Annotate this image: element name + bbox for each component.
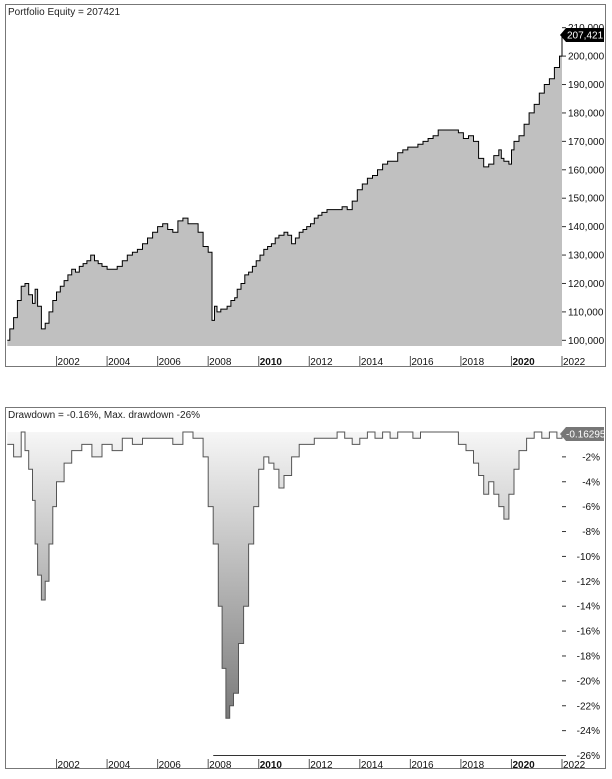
equity-chart-pane: Portfolio Equity = 207421 100,000 110,000…	[0, 0, 612, 372]
drawdown-title: Drawdown = -0.16%, Max. drawdown -26%	[8, 410, 200, 421]
equity-y-tick-label: 140,000	[568, 222, 605, 233]
drawdown-last-value-label: -0.16295	[566, 429, 606, 440]
drawdown-x-tick-label: 2004	[108, 760, 131, 771]
equity-y-tick-label: 170,000	[568, 137, 605, 148]
equity-x-tick-label: 2004	[108, 357, 131, 368]
equity-x-tick-label: 2010	[260, 357, 283, 368]
drawdown-y-tick-label: -24%	[577, 726, 600, 737]
drawdown-y-tick-label: -14%	[577, 602, 600, 613]
drawdown-plot-frame	[5, 407, 606, 769]
equity-y-tick-label: 130,000	[568, 251, 605, 262]
drawdown-y-tick-label: -26%	[577, 751, 600, 762]
drawdown-last-value-tag: -0.16295	[560, 426, 606, 441]
drawdown-x-tick-label: 2002	[58, 760, 81, 771]
equity-title: Portfolio Equity = 207421	[8, 7, 120, 18]
equity-last-value-tag: 207,421	[560, 28, 604, 43]
drawdown-chart: Drawdown = -0.16%, Max. drawdown -26% -2…	[5, 407, 606, 771]
drawdown-x-tick-label: 2008	[209, 760, 232, 771]
equity-y-tick-label: 110,000	[568, 307, 604, 318]
equity-line	[7, 35, 563, 341]
drawdown-y-axis: -2% -4% -6% -8% -10% -12% -14% -16% -18% -20% -22%…	[562, 452, 600, 762]
drawdown-x-tick-label: 2014	[361, 760, 384, 771]
equity-x-tick-label: 2002	[58, 357, 81, 368]
equity-x-tick-label: 2014	[361, 357, 384, 368]
equity-series-group	[7, 35, 563, 346]
drawdown-y-tick-label: -8%	[582, 527, 600, 538]
equity-last-value-label: 207,421	[567, 31, 604, 42]
drawdown-chart-pane: Drawdown = -0.16%, Max. drawdown -26% -2…	[0, 403, 612, 774]
drawdown-y-tick-label: -2%	[582, 452, 600, 463]
equity-x-tick-label: 2020	[512, 357, 535, 368]
equity-x-tick-label: 2022	[563, 357, 586, 368]
equity-y-tick-label: 160,000	[568, 165, 605, 176]
drawdown-x-tick-label: 2012	[310, 760, 333, 771]
drawdown-y-tick-label: -6%	[582, 502, 600, 513]
equity-y-axis: 100,000 110,000 120,000 130,000 140,000 150,0…	[562, 23, 605, 347]
equity-chart: Portfolio Equity = 207421 100,000 110,000…	[5, 4, 606, 368]
drawdown-y-tick-label: -20%	[577, 676, 600, 687]
drawdown-last-value-marker	[560, 426, 604, 441]
equity-x-tick-label: 2012	[310, 357, 333, 368]
equity-y-tick-label: 200,000	[568, 52, 605, 63]
equity-y-tick-label: 100,000	[568, 336, 605, 347]
drawdown-x-tick-label: 2016	[411, 760, 434, 771]
drawdown-x-tick-label: 2022	[563, 760, 586, 771]
drawdown-y-tick-label: -18%	[577, 651, 600, 662]
drawdown-line	[7, 431, 563, 719]
drawdown-area-fill	[7, 432, 563, 719]
equity-y-tick-label: 150,000	[568, 194, 605, 205]
drawdown-y-tick-label: -22%	[577, 701, 600, 712]
equity-last-value-marker	[560, 28, 604, 43]
drawdown-y-tick-label: -16%	[577, 627, 600, 638]
equity-x-tick-label: 2008	[209, 357, 232, 368]
equity-y-tick-label: 180,000	[568, 108, 605, 119]
equity-y-tick-label: 190,000	[568, 80, 605, 91]
equity-y-tick-label: 120,000	[568, 279, 605, 290]
drawdown-x-tick-label: 2010	[260, 760, 283, 771]
drawdown-y-tick-label: -4%	[582, 477, 600, 488]
equity-x-tick-label: 2006	[159, 357, 182, 368]
drawdown-x-tick-label: 2006	[159, 760, 182, 771]
drawdown-x-tick-label: 2018	[462, 760, 485, 771]
equity-x-tick-label: 2018	[462, 357, 485, 368]
equity-plot-frame	[5, 4, 606, 367]
drawdown-y-tick-label: -10%	[577, 552, 600, 563]
equity-x-axis: 2002 2004 2006 2008 2010 2012 2014 2016 2018 2020…	[56, 356, 586, 368]
drawdown-x-tick-label: 2020	[512, 760, 535, 771]
drawdown-y-tick-label: -12%	[577, 577, 600, 588]
equity-area-fill	[7, 35, 563, 346]
equity-x-tick-label: 2016	[411, 357, 434, 368]
drawdown-series-group	[7, 431, 563, 757]
drawdown-x-axis: 2002 2004 2006 2008 2010 2012 2014 2016 2018 2020…	[56, 759, 586, 771]
